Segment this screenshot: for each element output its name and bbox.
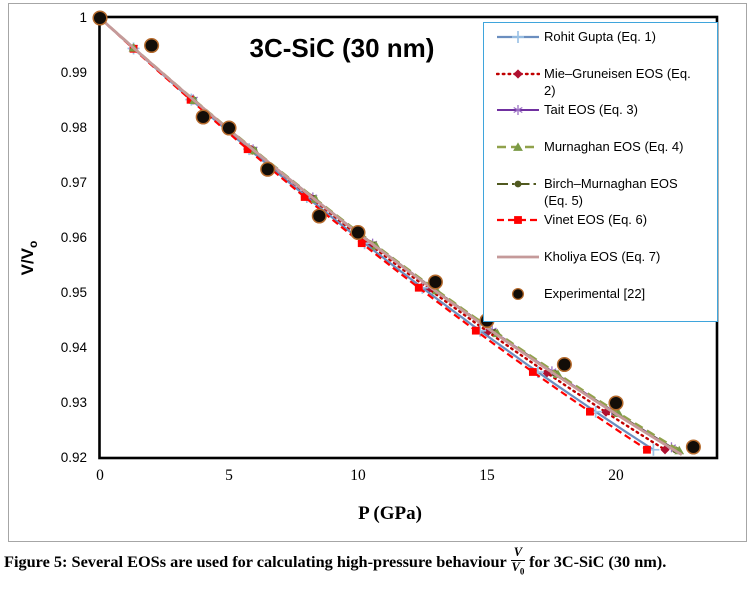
experimental-point [260, 161, 276, 177]
legend-sample-tait [497, 105, 539, 115]
experimental-point [92, 10, 108, 26]
chart-title: 3C-SiC (30 nm) [249, 33, 435, 63]
x-tick-label: 20 [608, 467, 624, 484]
fraction-denominator: V0 [511, 560, 525, 577]
legend-sample-birch [497, 180, 539, 188]
legend-sample-experimental [511, 287, 525, 301]
legend-label: Tait EOS (Eq. 3) [544, 102, 638, 117]
x-tick-label: 10 [350, 467, 366, 484]
experimental-point [556, 356, 572, 373]
legend-label: Experimental [22] [544, 286, 646, 301]
caption-suffix: for 3C-SiC (30 nm). [529, 551, 667, 571]
x-tick-label: 15 [479, 467, 495, 484]
legend-sample-kholiya [497, 255, 539, 259]
chart-frame: 3C-SiC (30 nm) 1 0.99 0.98 0.97 0.96 0.95 0.94… [8, 3, 747, 542]
y-tick-label: 0.99 [60, 65, 87, 80]
x-tick-label: 5 [225, 467, 233, 484]
y-tick-label: 0.94 [60, 340, 87, 355]
legend-label: Vinet EOS (Eq. 6) [544, 212, 648, 227]
y-tick-label: 1 [79, 10, 87, 25]
experimental-point [144, 37, 160, 54]
curve-kholiya [99, 16, 683, 456]
legend-item-murnaghan: Murnaghan EOS (Eq. 4) [496, 138, 713, 155]
legend-item-kholiya: Kholiya EOS (Eq. 7) [496, 248, 713, 265]
legend-item-mie: Mie–Gruneisen EOS (Eq. 2) [496, 65, 713, 99]
caption-fraction: V V0 [510, 545, 526, 577]
legend-item-rohit: Rohit Gupta (Eq. 1) [496, 28, 713, 45]
x-tick-label: 0 [96, 467, 104, 484]
legend-label: Mie–Gruneisen EOS (Eq. 2) [544, 66, 691, 98]
experimental-point [221, 120, 237, 136]
y-tick-label: 0.97 [60, 175, 87, 190]
legend-sample-rohit [497, 31, 539, 43]
y-axis-label: V/Vo [17, 240, 41, 276]
legend-label: Rohit Gupta (Eq. 1) [544, 29, 656, 44]
legend-item-experimental: Experimental [22] [496, 285, 713, 302]
experimental-point [608, 395, 624, 411]
legend-item-vinet: Vinet EOS (Eq. 6) [496, 211, 713, 228]
y-tick-label: 0.96 [60, 230, 87, 245]
y-tick-label: 0.92 [60, 450, 87, 465]
legend-sample-murnaghan [497, 142, 539, 151]
x-axis-label: P (GPa) [358, 503, 422, 524]
experimental-point [195, 109, 211, 125]
experimental-point [350, 224, 366, 241]
legend-item-birch: Birch–Murnaghan EOS (Eq. 5) [496, 175, 713, 209]
figure-caption: Figure 5: Several EOSs are used for calc… [4, 545, 752, 577]
experimental-point [427, 274, 443, 290]
legend-item-tait: Tait EOS (Eq. 3) [496, 101, 713, 118]
legend-box: Rohit Gupta (Eq. 1) Mie–Gruneisen EOS (Eq… [483, 22, 718, 322]
legend-label: Birch–Murnaghan EOS (Eq. 5) [544, 176, 678, 208]
y-tick-label: 0.93 [60, 395, 87, 410]
y-tick-label: 0.98 [60, 120, 87, 135]
legend-sample-vinet [497, 216, 539, 224]
legend-sample-mie [496, 69, 540, 79]
fraction-numerator: V [510, 545, 526, 562]
legend-label: Kholiya EOS (Eq. 7) [544, 249, 661, 264]
legend-label: Murnaghan EOS (Eq. 4) [544, 139, 684, 154]
caption-prefix: Figure 5: Several EOSs are used for calc… [4, 551, 507, 571]
experimental-point [685, 439, 701, 455]
y-tick-label: 0.95 [60, 285, 87, 300]
experimental-point [311, 208, 327, 224]
